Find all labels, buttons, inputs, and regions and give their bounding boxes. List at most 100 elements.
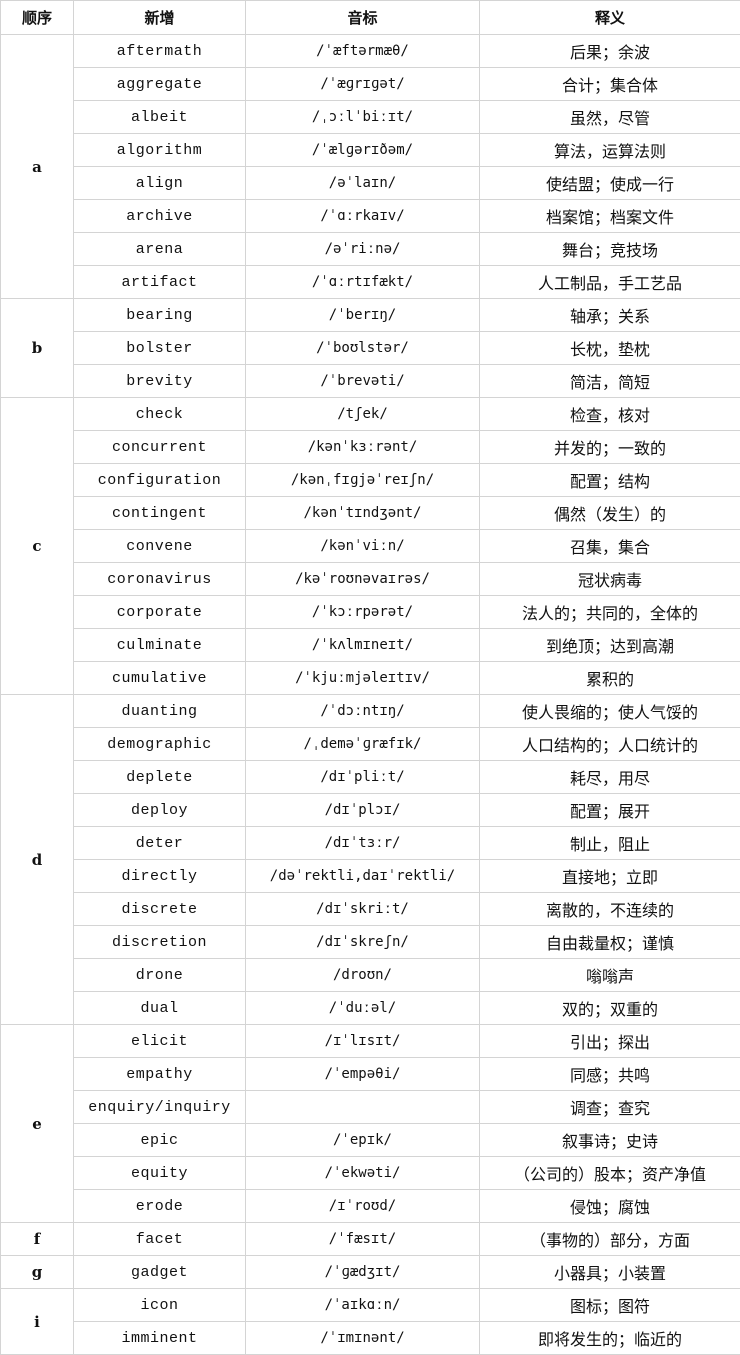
word-cell: culminate xyxy=(73,628,246,662)
meaning-cell: 叙事诗；史诗 xyxy=(479,1123,740,1157)
meaning-cell: 法人的；共同的，全体的 xyxy=(479,595,740,629)
meaning-cell: 即将发生的；临近的 xyxy=(479,1321,740,1355)
table-row: align/əˈlaɪn/使结盟；使成一行 xyxy=(1,166,740,200)
table-row: aggregate/ˈæɡrɪɡət/合计；集合体 xyxy=(1,67,740,101)
word-cell: align xyxy=(73,166,246,200)
table-row: bolster/ˈboʊlstər/长枕，垫枕 xyxy=(1,331,740,365)
word-cell: deploy xyxy=(73,793,246,827)
meaning-cell: 累积的 xyxy=(479,661,740,695)
phonetic-cell: /ɪˈroʊd/ xyxy=(245,1189,480,1223)
table-row: deplete/dɪˈpliːt/耗尽，用尽 xyxy=(1,760,740,794)
phonetic-cell: /ˈælɡərɪðəm/ xyxy=(245,133,480,167)
meaning-cell: 自由裁量权；谨慎 xyxy=(479,925,740,959)
meaning-cell: 使人畏缩的；使人气馁的 xyxy=(479,694,740,728)
word-cell: corporate xyxy=(73,595,246,629)
meaning-cell: 侵蚀；腐蚀 xyxy=(479,1189,740,1223)
word-cell: icon xyxy=(73,1288,246,1322)
word-cell: arena xyxy=(73,232,246,266)
meaning-cell: 离散的，不连续的 xyxy=(479,892,740,926)
table-row: f facet/ˈfæsɪt/（事物的）部分，方面 xyxy=(0,1222,740,1256)
phonetic-cell: /dɪˈpliːt/ xyxy=(245,760,480,794)
group-letter: i xyxy=(0,1288,74,1355)
group-letter: g xyxy=(0,1255,74,1289)
meaning-cell: 冠状病毒 xyxy=(479,562,740,596)
word-cell: empathy xyxy=(73,1057,246,1091)
group-letter: e xyxy=(0,1024,74,1223)
table-row: g gadget/ˈɡædʒɪt/小器具；小装置 xyxy=(0,1255,740,1289)
word-cell: archive xyxy=(73,199,246,233)
word-cell: discretion xyxy=(73,925,246,959)
meaning-cell: 图标；图符 xyxy=(479,1288,740,1322)
phonetic-cell: /kənˈtɪndʒənt/ xyxy=(245,496,480,530)
table-row: e elicit/ɪˈlɪsɪt/引出；探出 xyxy=(0,1024,740,1223)
table-row: coronavirus/kəˈroʊnəvaɪrəs/冠状病毒 xyxy=(1,562,740,596)
table-row: directly/dəˈrektli,daɪˈrektli/直接地；立即 xyxy=(1,859,740,893)
word-cell: convene xyxy=(73,529,246,563)
phonetic-cell: /dəˈrektli,daɪˈrektli/ xyxy=(245,859,480,893)
header-word: 新增 xyxy=(73,0,246,35)
table-row: discretion/dɪˈskreʃn/自由裁量权；谨慎 xyxy=(1,925,740,959)
meaning-cell: 引出；探出 xyxy=(479,1024,740,1058)
table-row: contingent/kənˈtɪndʒənt/偶然（发生）的 xyxy=(1,496,740,530)
word-cell: drone xyxy=(73,958,246,992)
phonetic-cell: /əˈlaɪn/ xyxy=(245,166,480,200)
word-cell: albeit xyxy=(73,100,246,134)
phonetic-cell: /ˈduːəl/ xyxy=(245,991,480,1025)
table-row: a aftermath/ˈæftərmæθ/后果；余波 xyxy=(0,34,740,299)
header-meaning: 释义 xyxy=(479,0,740,35)
word-cell: brevity xyxy=(73,364,246,398)
group-letter: c xyxy=(0,397,74,695)
word-cell: aggregate xyxy=(73,67,246,101)
word-cell: imminent xyxy=(73,1321,246,1355)
phonetic-cell: /tʃek/ xyxy=(245,397,480,431)
table-row: brevity/ˈbrevəti/简洁，简短 xyxy=(1,364,740,398)
group-letter: a xyxy=(0,34,74,299)
word-cell: directly xyxy=(73,859,246,893)
table-row: equity/ˈekwəti/（公司的）股本；资产净值 xyxy=(1,1156,740,1190)
table-row: corporate/ˈkɔːrpərət/法人的；共同的，全体的 xyxy=(1,595,740,629)
table-row: albeit/ˌɔːlˈbiːɪt/虽然，尽管 xyxy=(1,100,740,134)
word-cell: erode xyxy=(73,1189,246,1223)
table-body: a aftermath/ˈæftərmæθ/后果；余波 aggregate/ˈæɡr… xyxy=(0,34,740,1355)
phonetic-cell: /ɪˈlɪsɪt/ xyxy=(245,1024,480,1058)
word-cell: gadget xyxy=(73,1255,246,1289)
meaning-cell: 算法，运算法则 xyxy=(479,133,740,167)
meaning-cell: 耗尽，用尽 xyxy=(479,760,740,794)
word-cell: discrete xyxy=(73,892,246,926)
word-cell: check xyxy=(73,397,246,431)
meaning-cell: 召集，集合 xyxy=(479,529,740,563)
word-cell: facet xyxy=(73,1222,246,1256)
phonetic-cell: /ˈæɡrɪɡət/ xyxy=(245,67,480,101)
word-cell: configuration xyxy=(73,463,246,497)
table-row: d duanting/ˈdɔːntɪŋ/使人畏缩的；使人气馁的 xyxy=(0,694,740,1025)
table-row: b bearing/ˈberɪŋ/轴承；关系 xyxy=(0,298,740,398)
phonetic-cell: /ˈɑːrkaɪv/ xyxy=(245,199,480,233)
table-row: archive/ˈɑːrkaɪv/档案馆；档案文件 xyxy=(1,199,740,233)
word-cell: deter xyxy=(73,826,246,860)
word-cell: dual xyxy=(73,991,246,1025)
table-row: c check/tʃek/检查，核对 xyxy=(0,397,740,695)
table-row: concurrent/kənˈkɜːrənt/并发的；一致的 xyxy=(1,430,740,464)
phonetic-cell: /ˈboʊlstər/ xyxy=(245,331,480,365)
phonetic-cell: /ˈfæsɪt/ xyxy=(245,1222,480,1256)
meaning-cell: 使结盟；使成一行 xyxy=(479,166,740,200)
table-row: enquiry/inquiry 调查；查究 xyxy=(1,1090,740,1124)
table-row: deploy/dɪˈplɔɪ/配置；展开 xyxy=(1,793,740,827)
meaning-cell: 虽然，尽管 xyxy=(479,100,740,134)
word-cell: aftermath xyxy=(73,34,246,68)
table-row: dual/ˈduːəl/双的；双重的 xyxy=(1,991,740,1025)
meaning-cell: 档案馆；档案文件 xyxy=(479,199,740,233)
word-cell: epic xyxy=(73,1123,246,1157)
meaning-cell: 小器具；小装置 xyxy=(479,1255,740,1289)
phonetic-cell: /ˈbrevəti/ xyxy=(245,364,480,398)
meaning-cell: 人口结构的；人口统计的 xyxy=(479,727,740,761)
phonetic-cell: /ˈkɔːrpərət/ xyxy=(245,595,480,629)
word-cell: coronavirus xyxy=(73,562,246,596)
header-phonetic: 音标 xyxy=(245,0,480,35)
meaning-cell: 并发的；一致的 xyxy=(479,430,740,464)
table-row: arena/əˈriːnə/舞台；竞技场 xyxy=(1,232,740,266)
meaning-cell: 制止，阻止 xyxy=(479,826,740,860)
meaning-cell: 直接地；立即 xyxy=(479,859,740,893)
phonetic-cell: /kənˈkɜːrənt/ xyxy=(245,430,480,464)
